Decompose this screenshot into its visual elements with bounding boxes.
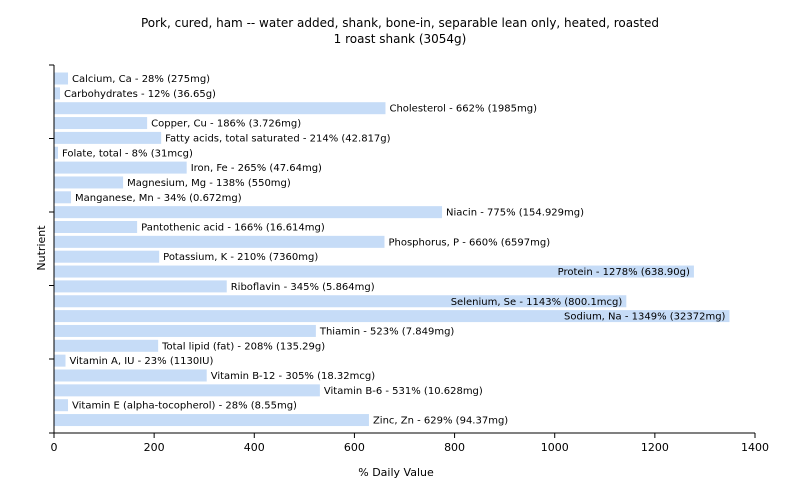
bar-label: Sodium, Na - 1349% (32372mg): [564, 312, 726, 323]
bar: [54, 131, 162, 144]
axes-layer: 0 200 400 600 800 1000 1200 1400: [49, 64, 769, 454]
bar: [54, 250, 160, 263]
x-tick-label: 1400: [741, 441, 769, 454]
bar: [54, 191, 72, 204]
bar-label: Vitamin A, IU - 23% (1130IU): [70, 356, 214, 367]
bar: [54, 310, 730, 323]
bar-label: Total lipid (fat) - 208% (135.29g): [161, 341, 325, 352]
bar: [54, 295, 627, 308]
bar: [54, 414, 369, 427]
bar-label: Selenium, Se - 1143% (800.1mcg): [451, 297, 623, 308]
bar: [54, 280, 227, 293]
bar: [54, 117, 148, 130]
x-tick-label: 1200: [641, 441, 669, 454]
bar-label: Niacin - 775% (154.929mg): [446, 208, 584, 219]
chart-subtitle: 1 roast shank (3054g): [333, 32, 467, 46]
x-tick-label: 200: [144, 441, 165, 454]
x-tick-label: 0: [51, 441, 58, 454]
y-axis-title: Nutrient: [35, 225, 48, 271]
bar-label: Vitamin B-12 - 305% (18.32mcg): [211, 371, 376, 382]
x-tick-label: 1000: [541, 441, 569, 454]
bar-label: Folate, total - 8% (31mcg): [62, 148, 193, 159]
chart-title-block: Pork, cured, ham -- water added, shank, …: [0, 15, 800, 47]
bar: [54, 369, 207, 382]
bar-label: Calcium, Ca - 28% (275mg): [72, 74, 210, 85]
bar-label: Potassium, K - 210% (7360mg): [163, 252, 318, 263]
bar-label: Fatty acids, total saturated - 214% (42.…: [165, 133, 390, 144]
bar: [54, 87, 61, 100]
x-tick-label: 800: [444, 441, 465, 454]
bar-label: Cholesterol - 662% (1985mg): [389, 104, 537, 115]
bar-labels-layer: Calcium, Ca - 28% (275mg) Carbohydrates -…: [62, 74, 726, 427]
bar: [54, 146, 59, 159]
bar-label: Vitamin E (alpha-tocopherol) - 28% (8.55…: [72, 401, 297, 412]
bar: [54, 235, 385, 248]
bar: [54, 102, 386, 115]
bar: [54, 324, 316, 337]
bar-label: Thiamin - 523% (7.849mg): [319, 326, 455, 337]
bar: [54, 221, 138, 233]
bar-label: Copper, Cu - 186% (3.726mg): [151, 119, 301, 130]
bar: [54, 339, 159, 352]
bar: [54, 265, 694, 278]
bar: [54, 384, 320, 397]
x-axis-title: % Daily Value: [358, 466, 434, 479]
bar: [54, 206, 443, 219]
x-tick-label: 400: [244, 441, 265, 454]
bar-label: Zinc, Zn - 629% (94.37mg): [373, 416, 508, 427]
bar-label: Magnesium, Mg - 138% (550mg): [127, 178, 291, 189]
bar: [54, 399, 69, 412]
chart-title: Pork, cured, ham -- water added, shank, …: [140, 16, 660, 30]
bars-layer: [54, 72, 730, 427]
bar-label: Vitamin B-6 - 531% (10.628mg): [324, 386, 483, 397]
bar-label: Carbohydrates - 12% (36.65g): [64, 89, 216, 100]
bar-label: Phosphorus, P - 660% (6597mg): [388, 237, 550, 248]
bar: [54, 161, 187, 174]
bar-label: Manganese, Mn - 34% (0.672mg): [75, 193, 242, 204]
bar: [54, 176, 124, 189]
x-tick-label: 600: [344, 441, 365, 454]
bar-label: Riboflavin - 345% (5.864mg): [231, 282, 375, 293]
bar: [54, 354, 66, 367]
bar: [54, 72, 69, 85]
bar-label: Pantothenic acid - 166% (16.614mg): [141, 223, 325, 234]
bar-label: Protein - 1278% (638.90g): [558, 267, 690, 278]
bar-label: Iron, Fe - 265% (47.64mg): [191, 163, 322, 174]
